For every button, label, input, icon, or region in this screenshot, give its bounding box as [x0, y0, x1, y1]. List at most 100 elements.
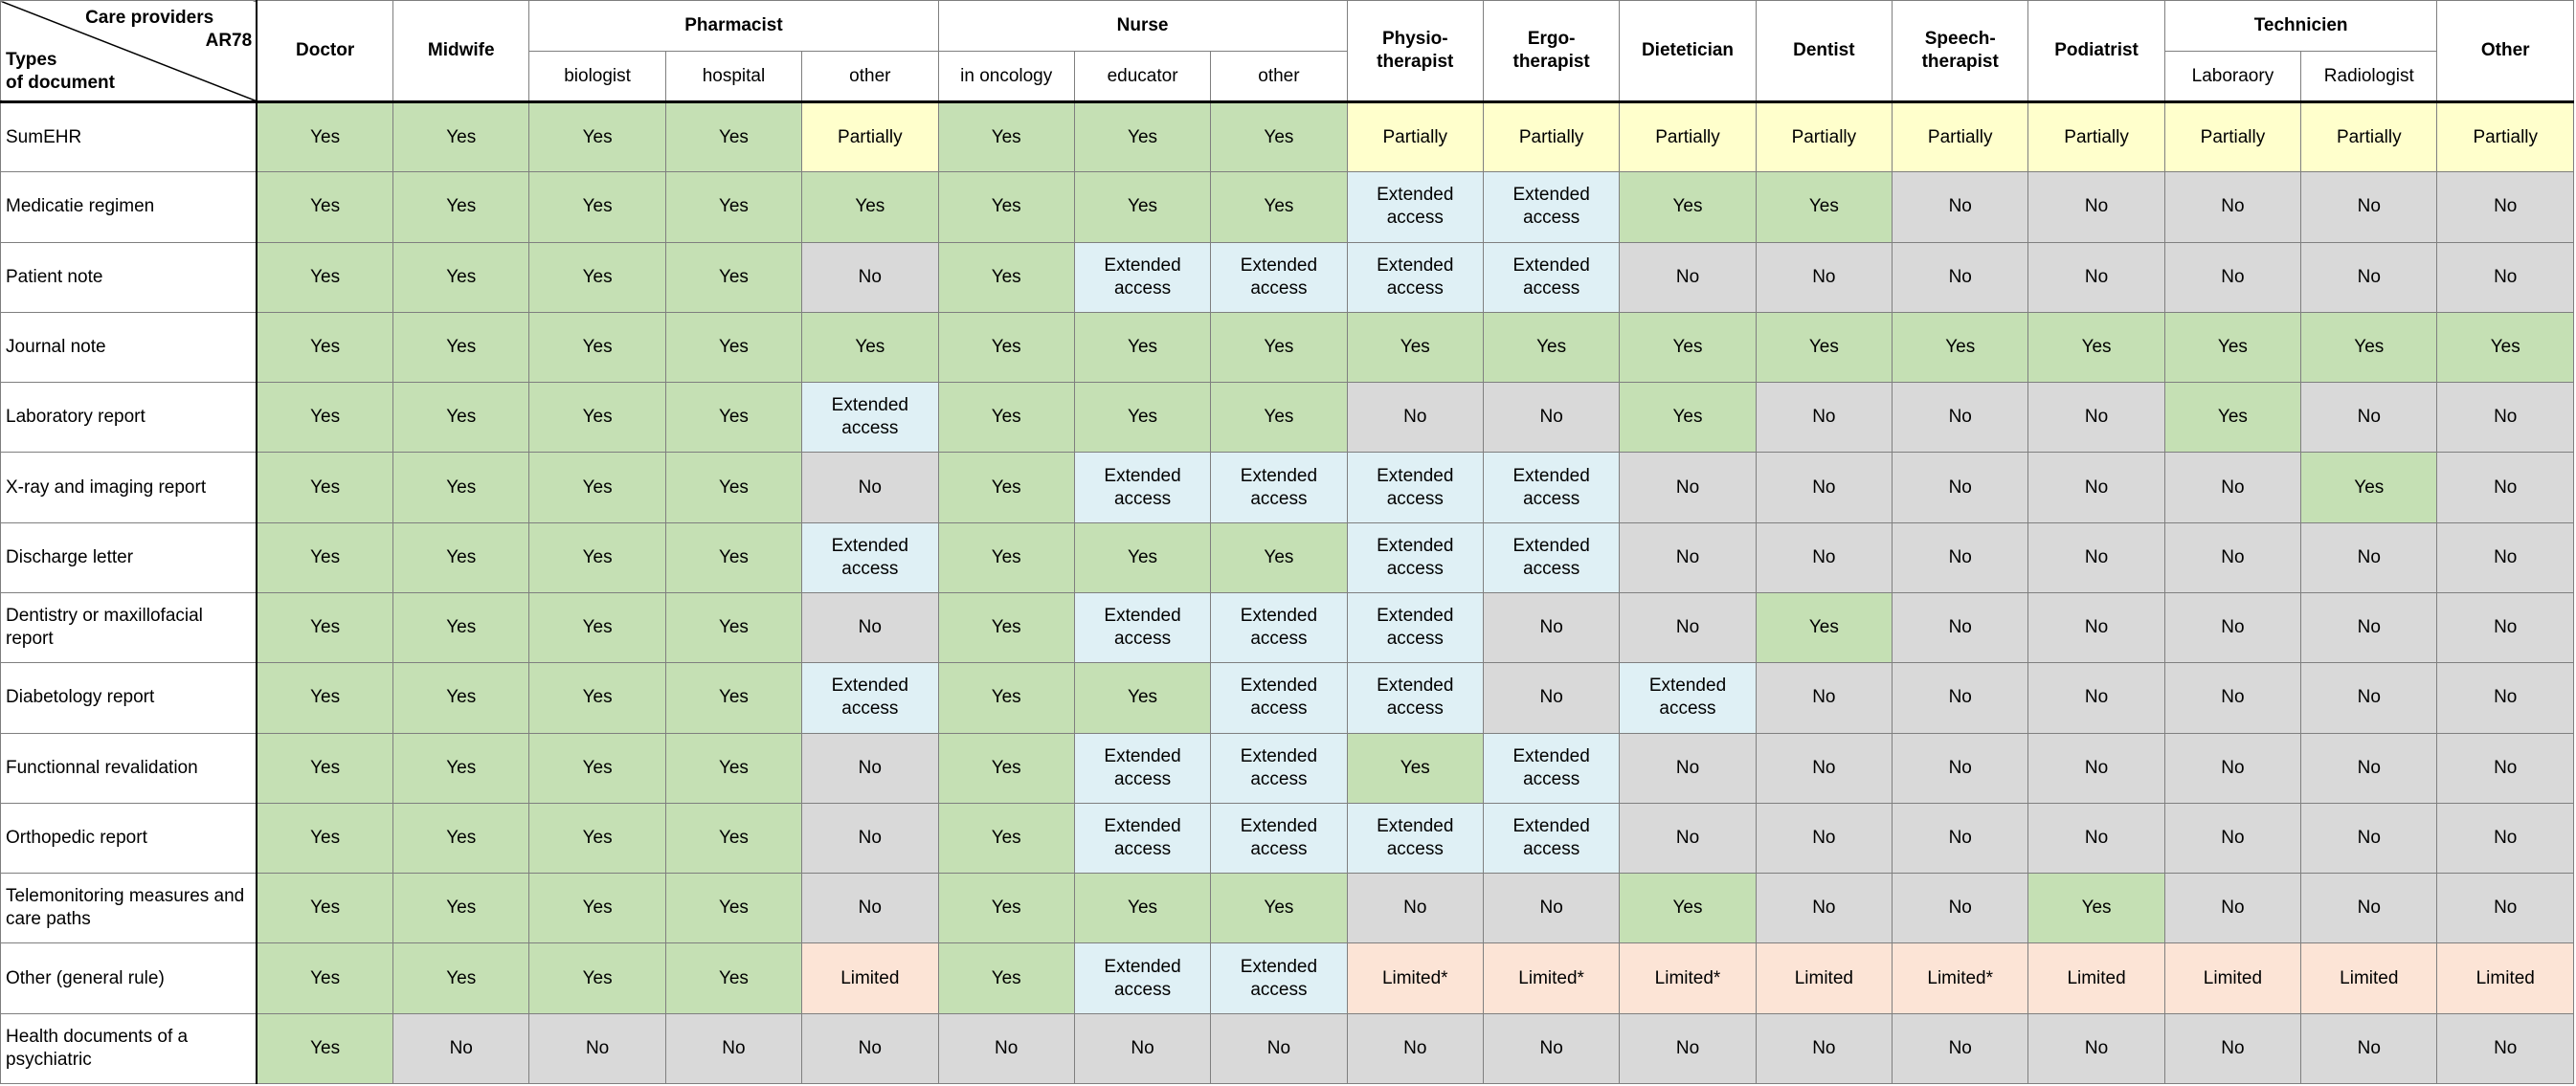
access-cell-no: No — [2027, 591, 2165, 664]
access-cell-no: No — [1892, 171, 2029, 243]
access-cell-yes: Yes — [801, 311, 939, 384]
access-cell-no: No — [2436, 873, 2574, 944]
access-cell-yes: Yes — [1482, 311, 1621, 384]
table-row: Journal note Yes Yes Yes Yes Yes Yes Yes Yes Yes Y… — [0, 311, 2574, 384]
access-cell-value: No — [858, 1037, 882, 1058]
access-cell-no: No — [1755, 662, 1893, 734]
access-cell-no: No — [2436, 662, 2574, 734]
col-header-pharmacist-biologist: biologist — [528, 51, 666, 103]
access-cell-yes: Yes — [937, 942, 1075, 1014]
access-cell-yes: Yes — [256, 662, 394, 734]
col-header-podiatrist: Podiatrist — [2027, 0, 2165, 103]
access-cell-yes: Yes — [528, 100, 666, 173]
access-cell-no: No — [1892, 382, 2029, 454]
access-cell-yes: Yes — [256, 452, 394, 523]
access-cell-no: No — [1755, 732, 1893, 804]
table-row: Telemonitoring measures and care paths Ye… — [0, 873, 2574, 944]
row-header-label: X-ray and imaging report — [6, 477, 207, 498]
row-header-document-type: SumEHR — [0, 100, 258, 173]
access-cell-value: Extended access — [1377, 185, 1454, 229]
access-cell-value: No — [858, 898, 882, 919]
access-cell-no: No — [2163, 802, 2302, 875]
access-cell-value: No — [2357, 687, 2381, 708]
access-cell-value: No — [2494, 617, 2518, 638]
access-cell-yes: Yes — [256, 942, 394, 1014]
access-cell-value: No — [1948, 687, 1972, 708]
access-cell-value: Yes — [310, 196, 341, 217]
access-cell-yes: Yes — [528, 662, 666, 734]
access-cell-value: Yes — [1264, 898, 1294, 919]
access-cell-extended: Extended access — [1210, 591, 1348, 664]
access-cell-limited: Limited* — [1482, 942, 1621, 1014]
access-cell-no: No — [1619, 1012, 1757, 1085]
access-cell-value: No — [2084, 477, 2109, 498]
access-cell-value: No — [2221, 898, 2245, 919]
access-cell-value: Yes — [446, 617, 477, 638]
access-cell-extended: Extended access — [1346, 521, 1484, 593]
access-cell-value: Yes — [718, 617, 749, 638]
access-cell-limited: Limited* — [1346, 942, 1484, 1014]
access-cell-value: Yes — [1128, 898, 1158, 919]
access-cell-value: No — [2221, 266, 2245, 287]
access-cell-no: No — [2163, 732, 2302, 804]
access-cell-yes: Yes — [937, 591, 1075, 664]
access-cell-yes: Yes — [664, 802, 803, 875]
access-cell-no: No — [1892, 802, 2029, 875]
access-cell-no: No — [2027, 382, 2165, 454]
table-row: Discharge letter Yes Yes Yes Yes Extended acc… — [0, 521, 2574, 593]
access-cell-value: Extended access — [1512, 185, 1590, 229]
row-header-document-type: Patient note — [0, 241, 258, 313]
access-cell-value: Partially — [1518, 126, 1584, 147]
access-cell-no: No — [2300, 591, 2438, 664]
access-cell-yes: Yes — [2027, 311, 2165, 384]
access-cell-value: No — [858, 617, 882, 638]
access-cell-value: No — [2084, 407, 2109, 428]
access-cell-value: Yes — [1128, 336, 1158, 357]
access-cell-value: No — [2084, 196, 2109, 217]
access-cell-value: Yes — [310, 687, 341, 708]
access-cell-yes: Yes — [937, 100, 1075, 173]
access-cell-value: Extended access — [1377, 255, 1454, 299]
row-header-label: Dentistry or maxillofacial report — [6, 606, 203, 650]
access-cell-value: No — [1948, 1037, 1972, 1058]
access-cell-value: Extended access — [1512, 815, 1590, 859]
access-cell-extended: Extended access — [1210, 942, 1348, 1014]
table-row: Orthopedic report Yes Yes Yes Yes No Yes Extend… — [0, 802, 2574, 875]
access-cell-value: No — [1403, 1037, 1427, 1058]
access-cell-value: Yes — [582, 617, 613, 638]
corner-care-providers: Care providers AR78 — [85, 7, 252, 53]
access-cell-value: No — [2357, 617, 2381, 638]
access-cell-value: No — [1812, 546, 1836, 567]
access-cell-yes: Yes — [528, 942, 666, 1014]
access-cell-value: Extended access — [1104, 815, 1181, 859]
access-cell-no: No — [2163, 241, 2302, 313]
table-row: Other (general rule) Yes Yes Yes Yes Limited Y… — [0, 942, 2574, 1014]
access-cell-yes: Yes — [392, 591, 530, 664]
row-header-document-type: Journal note — [0, 311, 258, 384]
access-cell-value: No — [1539, 617, 1563, 638]
access-cell-value: Extended access — [1512, 745, 1590, 789]
access-cell-value: Yes — [582, 126, 613, 147]
access-cell-no: No — [1482, 382, 1621, 454]
access-cell-value: No — [2221, 1037, 2245, 1058]
access-cell-no: No — [2163, 171, 2302, 243]
access-cell-extended: Extended access — [801, 662, 939, 734]
access-cell-yes: Yes — [1073, 873, 1212, 944]
access-cell-limited: Limited — [2027, 942, 2165, 1014]
access-cell-yes: Yes — [256, 873, 394, 944]
access-cell-no: No — [801, 452, 939, 523]
access-cell-value: No — [2221, 196, 2245, 217]
access-cell-no: No — [2163, 591, 2302, 664]
access-cell-value: Yes — [446, 477, 477, 498]
access-cell-no: No — [801, 591, 939, 664]
access-cell-yes: Yes — [664, 732, 803, 804]
access-cell-yes: Yes — [528, 873, 666, 944]
access-cell-yes: Yes — [1755, 171, 1893, 243]
access-cell-value: Extended access — [1104, 255, 1181, 299]
access-cell-no: No — [801, 732, 939, 804]
access-cell-value: Yes — [718, 898, 749, 919]
row-header-document-type: Telemonitoring measures and care paths — [0, 873, 258, 944]
access-cell-value: Extended access — [1377, 815, 1454, 859]
access-cell-yes: Yes — [1346, 732, 1484, 804]
access-cell-no: No — [1755, 1012, 1893, 1085]
